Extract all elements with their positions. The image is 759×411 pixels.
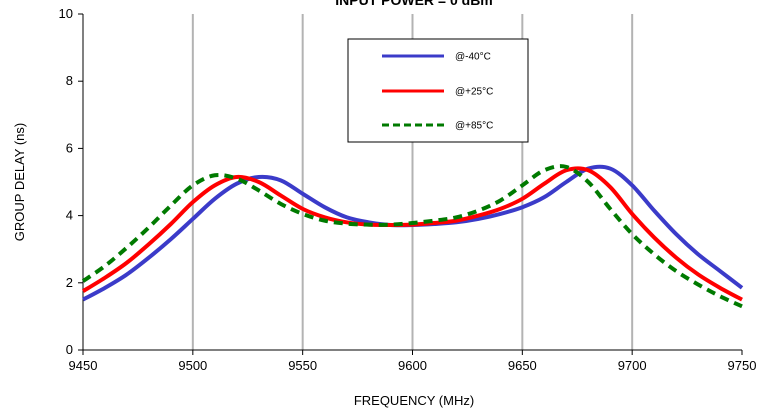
y-tick-label: 6 — [66, 140, 73, 155]
legend-label-3: @+85°C — [455, 121, 493, 132]
y-tick-label: 0 — [66, 342, 73, 357]
x-tick-label: 9650 — [508, 358, 537, 373]
x-tick-label: 9550 — [288, 358, 317, 373]
chart-title: INPUT POWER = 0 dBm — [335, 0, 493, 8]
x-tick-labels: 9450 9500 9550 9600 9650 9700 9750 — [69, 358, 757, 373]
y-axis-title: GROUP DELAY (ns) — [12, 123, 27, 241]
y-tick-labels: 0 2 4 6 8 10 — [59, 6, 73, 357]
y-tick-label: 4 — [66, 208, 73, 223]
y-tick-label: 10 — [59, 6, 73, 21]
series-lines — [81, 164, 744, 309]
x-tick-label: 9700 — [618, 358, 647, 373]
x-axis-title: FREQUENCY (MHz) — [354, 393, 474, 408]
x-tick-label: 9500 — [178, 358, 207, 373]
x-tick-label: 9750 — [728, 358, 757, 373]
legend: @-40°C @+25°C @+85°C — [347, 38, 529, 143]
legend-label-2: @+25°C — [455, 87, 493, 98]
legend-label-1: @-40°C — [455, 52, 491, 63]
axes — [78, 13, 743, 355]
x-tick-label: 9450 — [69, 358, 98, 373]
y-tick-label: 2 — [66, 275, 73, 290]
x-tick-label: 9600 — [398, 358, 427, 373]
series-line-3 — [81, 164, 743, 309]
y-tick-label: 8 — [66, 73, 73, 88]
